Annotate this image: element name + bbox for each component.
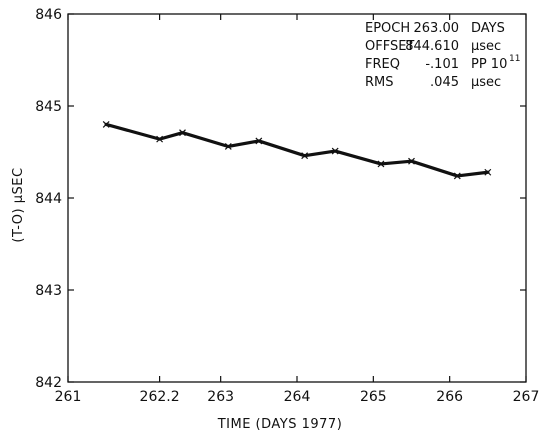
y-axis-ticks: 842 843 844 845 846 [35,7,526,391]
info-epoch-label: EPOCH [365,21,410,36]
series-line [104,122,490,178]
x-tick-label: 267 [513,389,540,405]
info-freq-unit: PP 10 [471,57,507,72]
y-tick-label: 846 [35,7,62,23]
info-rms-label: RMS [365,75,394,90]
x-tick-label: 263 [207,389,234,405]
x-tick-label: 265 [360,389,387,405]
x-axis-title: TIME (DAYS 1977) [217,417,343,432]
info-freq-unit-superscript: 11 [509,54,520,64]
info-freq-value: -.101 [425,57,459,72]
info-epoch-value: 263.00 [414,21,460,36]
info-rms-unit: μsec [471,75,501,90]
y-tick-label: 842 [35,375,62,391]
y-tick-label: 843 [35,283,62,299]
info-offset-label: OFFSET [365,39,414,54]
info-freq-label: FREQ [365,57,400,72]
data-point-marker [102,120,110,128]
y-tick-label: 845 [35,99,62,115]
data-point-marker [408,157,415,165]
x-tick-label: 264 [284,389,311,405]
info-offset-value: 844.610 [405,39,459,54]
x-tick-label: 261 [55,389,82,405]
info-offset-unit: μsec [471,39,501,54]
data-point-marker [377,160,385,168]
data-point-marker [156,135,164,143]
y-axis-title: (T-O) μSEC [11,167,26,242]
data-point-marker [453,172,461,180]
x-axis-ticks: 261 262.2 263 264 265 266 267 [55,14,540,405]
data-point-marker [255,137,263,145]
data-point-marker [301,152,309,160]
x-tick-label: 262.2 [140,389,180,405]
info-epoch-unit: DAYS [471,21,505,36]
x-tick-label: 266 [436,389,463,405]
data-point-marker [224,143,232,150]
series-group [102,120,492,180]
data-point-marker [484,168,492,176]
y-tick-label: 844 [35,191,62,207]
data-point-marker [331,147,339,155]
data-point-marker [179,129,186,137]
info-box: EPOCH 263.00 DAYS OFFSET 844.610 μsec FR… [365,21,520,90]
info-rms-value: .045 [430,75,459,90]
